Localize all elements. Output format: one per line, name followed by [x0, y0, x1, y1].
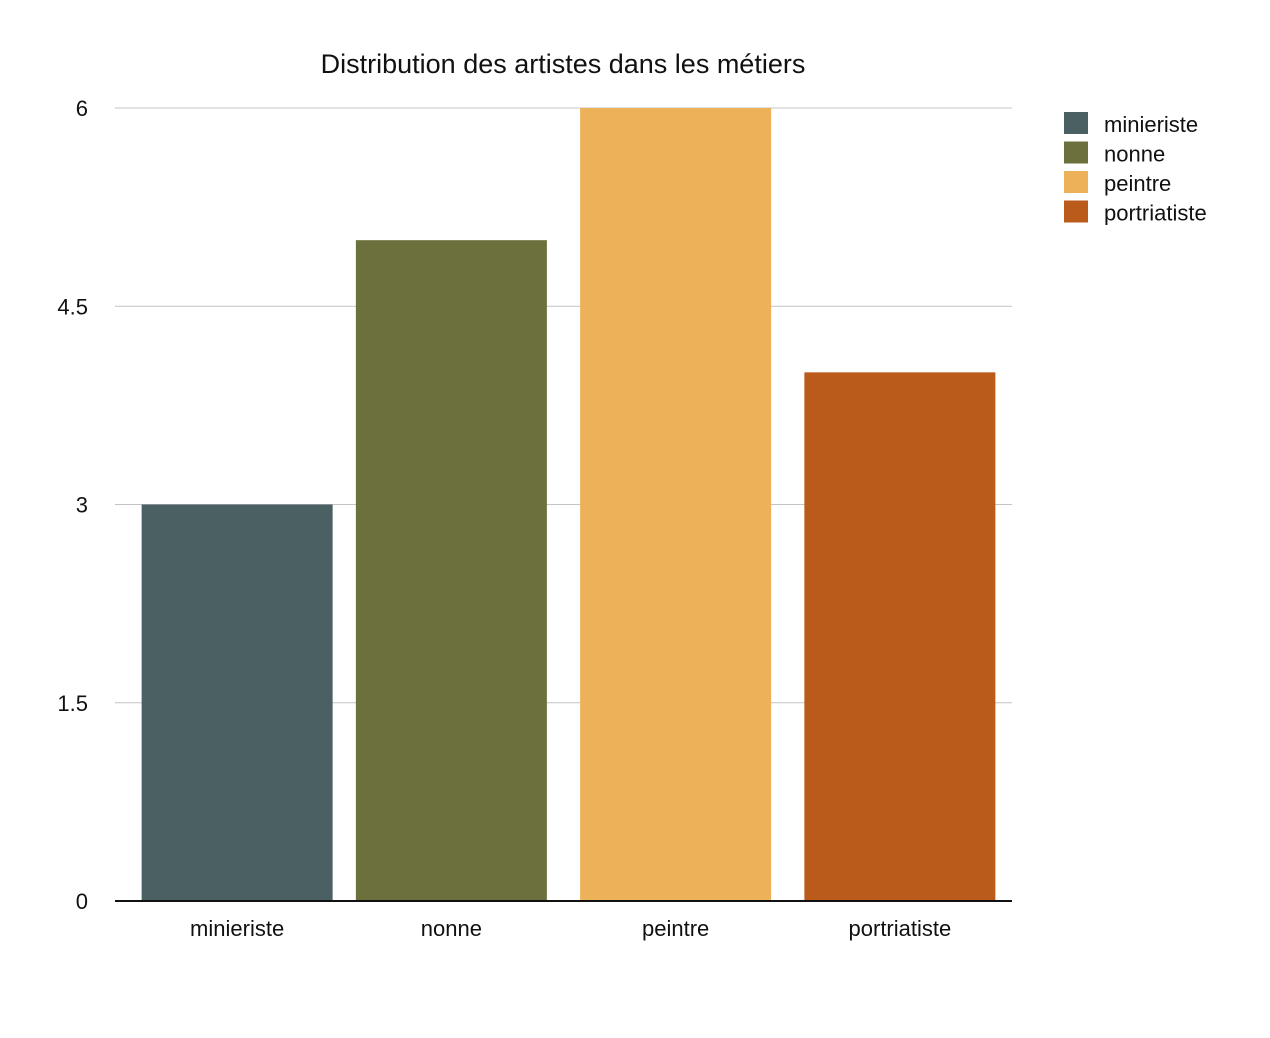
- chart-title: Distribution des artistes dans les métie…: [321, 49, 806, 79]
- legend-label: portriatiste: [1104, 201, 1207, 226]
- bar-minieriste: [141, 504, 333, 901]
- legend-label: peintre: [1104, 171, 1171, 196]
- x-tick-label: peintre: [642, 916, 709, 941]
- bar-portriatiste: [804, 372, 996, 901]
- y-tick-label: 0: [76, 889, 88, 914]
- legend-swatch: [1064, 200, 1088, 223]
- x-axis-labels: minieriste nonne peintre portriatiste: [190, 916, 951, 941]
- x-tick-label: portriatiste: [849, 916, 952, 941]
- bar-peintre: [580, 108, 772, 901]
- x-tick-label: nonne: [421, 916, 482, 941]
- legend-label: nonne: [1104, 142, 1165, 167]
- y-tick-label: 6: [76, 96, 88, 121]
- y-axis-ticks: 0 1.5 3 4.5 6: [57, 96, 88, 914]
- legend-swatch: [1064, 141, 1088, 164]
- legend: minieriste nonne peintre portriatiste: [1064, 112, 1207, 226]
- legend-swatch: [1064, 171, 1088, 193]
- y-tick-label: 1.5: [57, 691, 88, 716]
- bars: [141, 108, 996, 901]
- y-tick-label: 3: [76, 493, 88, 518]
- y-tick-label: 4.5: [57, 294, 88, 319]
- bar-nonne: [355, 240, 547, 901]
- x-tick-label: minieriste: [190, 916, 284, 941]
- legend-label: minieriste: [1104, 112, 1198, 137]
- legend-swatch: [1064, 112, 1088, 134]
